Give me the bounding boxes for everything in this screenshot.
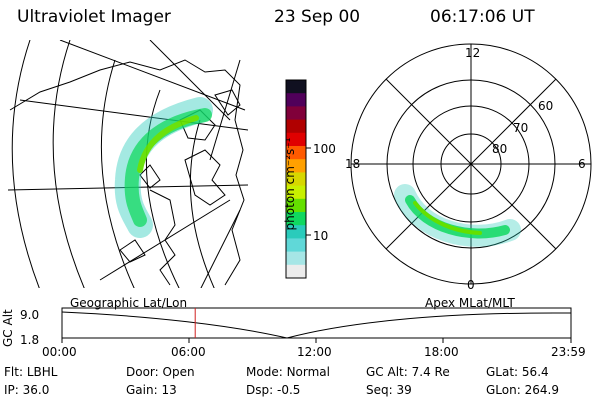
- timeline-y-tick-1-8: 1.8: [20, 333, 40, 347]
- status-seq: Seq: 39: [366, 383, 412, 397]
- colorbar-segment: [286, 225, 306, 239]
- mlt-label-18: 18: [345, 157, 361, 171]
- time-label: 06:17:06 UT: [430, 7, 535, 27]
- colorbar-segment: [286, 106, 306, 121]
- colorbar-segment: [286, 212, 306, 226]
- status-door: Door: Open: [126, 365, 195, 379]
- instrument-title: Ultraviolet Imager: [17, 7, 171, 27]
- lat-label-70: 70: [513, 121, 529, 135]
- colorbar-segment: [286, 159, 306, 173]
- status-glon: GLon: 264.9: [486, 383, 559, 397]
- timeline-y-tick-9: 9.0: [20, 308, 40, 322]
- colorbar-segment: [286, 185, 306, 200]
- colorbar-tick-10: 10: [313, 229, 329, 243]
- timeline-x-tick-1200: 12:00: [297, 345, 332, 359]
- status-ip: IP: 36.0: [4, 383, 50, 397]
- lat-label-80: 80: [492, 142, 508, 156]
- status-dsp: Dsp: -0.5: [246, 383, 301, 397]
- colorbar-segment: [286, 80, 306, 94]
- status-flt: Flt: LBHL: [4, 365, 58, 379]
- colorbar-segment: [286, 93, 306, 107]
- timeline-left-caption: Geographic Lat/Lon: [70, 296, 188, 310]
- status-mode: Mode: Normal: [246, 365, 330, 379]
- mlt-label-6: 6: [578, 157, 586, 171]
- colorbar-segment: [286, 172, 306, 187]
- timeline-x-tick-2359: 23:59: [551, 345, 586, 359]
- colorbar-segment: [286, 238, 306, 253]
- date-label: 23 Sep 00: [274, 7, 361, 27]
- timeline-x-tick-0000: 00:00: [42, 345, 77, 359]
- mlt-label-12: 12: [465, 46, 481, 60]
- colorbar-tick-100: 100: [313, 142, 336, 156]
- status-gc-alt: GC Alt: 7.4 Re: [366, 365, 450, 379]
- aurora-emission-geo: [114, 97, 213, 238]
- colorbar-segment: [286, 264, 306, 279]
- status-gain: Gain: 13: [126, 383, 177, 397]
- colorbar-segment: [286, 119, 306, 134]
- lat-label-60: 60: [538, 99, 554, 113]
- colorbar-segment: [286, 146, 306, 160]
- colorbar-segment: [286, 132, 306, 147]
- mlt-label-0: 0: [467, 278, 475, 292]
- status-glat: GLat: 56.4: [486, 365, 549, 379]
- colorbar-segment: [286, 198, 306, 213]
- timeline-x-tick-0600: 06:00: [171, 345, 206, 359]
- timeline-right-caption: Apex MLat/MLT: [425, 296, 515, 310]
- timeline-x-tick-1800: 18:00: [424, 345, 459, 359]
- aurora-emission-polar: [394, 184, 521, 247]
- colorbar-segment: [286, 251, 306, 266]
